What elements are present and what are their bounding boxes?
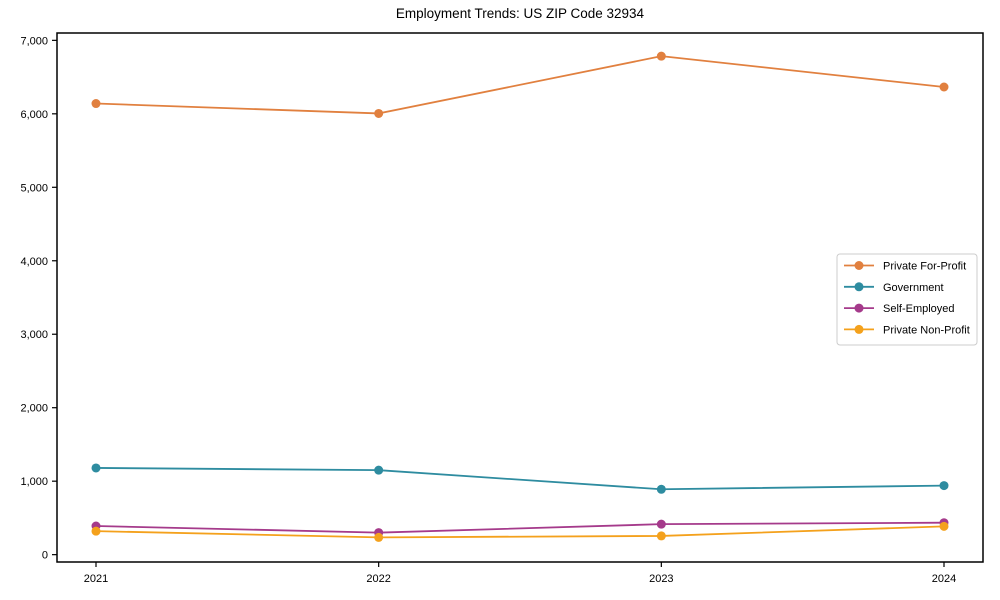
data-point-marker xyxy=(656,484,666,494)
data-point-marker xyxy=(374,532,384,542)
y-axis-tick-label: 5,000 xyxy=(20,182,48,194)
x-axis-tick-label: 2022 xyxy=(366,573,390,585)
legend-label: Self-Employed xyxy=(883,303,955,315)
y-axis-tick-label: 3,000 xyxy=(20,329,48,341)
y-axis-tick-label: 4,000 xyxy=(20,256,48,268)
data-point-marker xyxy=(91,463,101,473)
data-point-marker xyxy=(656,519,666,529)
y-axis-tick-label: 6,000 xyxy=(20,109,48,121)
x-axis-tick-label: 2021 xyxy=(84,573,108,585)
y-axis-tick-label: 1,000 xyxy=(20,476,48,488)
legend-marker xyxy=(854,261,864,270)
legend-label: Government xyxy=(883,282,944,294)
series-line xyxy=(95,521,945,534)
legend-marker xyxy=(854,282,864,292)
legend-marker xyxy=(854,324,864,334)
data-point-marker xyxy=(939,82,949,92)
data-point-marker xyxy=(374,108,384,118)
data-point-marker xyxy=(656,531,666,541)
legend-label: Private For-Profit xyxy=(883,261,966,273)
data-point-marker xyxy=(939,521,949,531)
series-line xyxy=(95,467,945,491)
chart-title: Employment Trends: US ZIP Code 32934 xyxy=(395,6,645,21)
series-line xyxy=(95,525,945,539)
legend-marker xyxy=(854,303,864,313)
series-line xyxy=(95,55,945,115)
data-point-marker xyxy=(91,99,101,109)
x-axis-tick-label: 2024 xyxy=(932,573,956,585)
legend-label: Private Non-Profit xyxy=(883,324,970,336)
y-axis-tick-label: 0 xyxy=(42,550,48,562)
y-axis-tick-label: 7,000 xyxy=(20,35,48,47)
legend-box xyxy=(836,253,978,346)
x-axis-tick-label: 2023 xyxy=(649,573,673,585)
data-point-marker xyxy=(91,526,101,536)
y-axis-tick-label: 2,000 xyxy=(20,403,48,415)
data-point-marker xyxy=(939,481,949,491)
plot-frame xyxy=(56,32,984,563)
data-point-marker xyxy=(656,51,666,61)
data-point-marker xyxy=(374,465,384,475)
